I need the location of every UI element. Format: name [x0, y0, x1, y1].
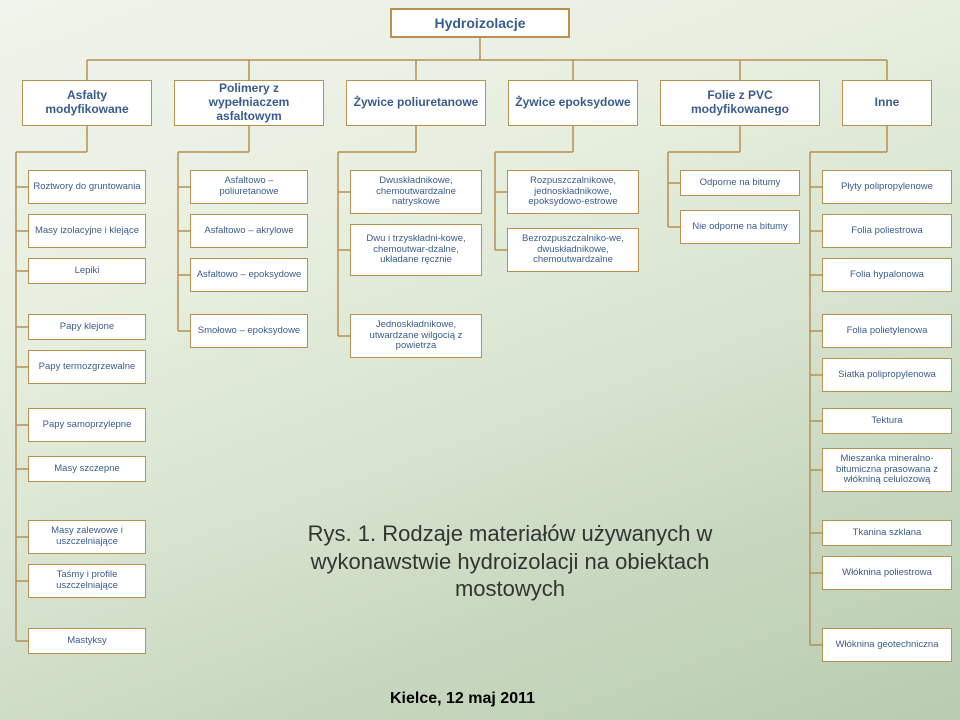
- root-node: Hydroizolacje: [390, 8, 570, 38]
- leaf-5-6: Mieszanka mineralno-bitumiczna prasowana…: [822, 448, 952, 492]
- leaf-5-0: Płyty polipropylenowe: [822, 170, 952, 204]
- leaf-3-0: Rozpuszczalnikowe, jednoskładnikowe, epo…: [507, 170, 639, 214]
- leaf-0-8: Taśmy i profile uszczelniające: [28, 564, 146, 598]
- leaf-1-2: Asfaltowo – epoksydowe: [190, 258, 308, 292]
- main-node-0: Asfalty modyfikowane: [22, 80, 152, 126]
- leaf-0-6: Masy szczepne: [28, 456, 146, 482]
- leaf-5-3: Folia polietylenowa: [822, 314, 952, 348]
- footer-text: Kielce, 12 maj 2011: [390, 690, 535, 708]
- leaf-5-2: Folia hypalonowa: [822, 258, 952, 292]
- leaf-0-4: Papy termozgrzewalne: [28, 350, 146, 384]
- main-node-3: Żywice epoksydowe: [508, 80, 638, 126]
- leaf-5-7: Tkanina szklana: [822, 520, 952, 546]
- leaf-3-1: Bezrozpuszczalniko-we, dwuskładnikowe, c…: [507, 228, 639, 272]
- leaf-5-4: Siatka polipropylenowa: [822, 358, 952, 392]
- leaf-2-2: Jednoskładnikowe, utwardzane wilgocią z …: [350, 314, 482, 358]
- leaf-1-1: Asfaltowo – akrylowe: [190, 214, 308, 248]
- leaf-0-1: Masy izolacyjne i klejące: [28, 214, 146, 248]
- figure-caption: Rys. 1. Rodzaje materiałów używanych w w…: [260, 520, 760, 603]
- leaf-0-7: Masy zalewowe i uszczelniające: [28, 520, 146, 554]
- leaf-0-2: Lepiki: [28, 258, 146, 284]
- main-node-2: Żywice poliuretanowe: [346, 80, 486, 126]
- leaf-5-5: Tektura: [822, 408, 952, 434]
- leaf-4-1: Nie odporne na bitumy: [680, 210, 800, 244]
- main-node-4: Folie z PVC modyfikowanego: [660, 80, 820, 126]
- main-node-1: Polimery z wypełniaczem asfaltowym: [174, 80, 324, 126]
- leaf-0-5: Papy samoprzylepne: [28, 408, 146, 442]
- leaf-1-3: Smołowo – epoksydowe: [190, 314, 308, 348]
- main-node-5: Inne: [842, 80, 932, 126]
- leaf-2-1: Dwu i trzyskładni-kowe, chemoutwar-dzaln…: [350, 224, 482, 276]
- leaf-0-0: Roztwory do gruntowania: [28, 170, 146, 204]
- leaf-4-0: Odporne na bitumy: [680, 170, 800, 196]
- leaf-5-1: Folia poliestrowa: [822, 214, 952, 248]
- leaf-0-9: Mastyksy: [28, 628, 146, 654]
- leaf-0-3: Papy klejone: [28, 314, 146, 340]
- leaf-2-0: Dwuskładnikowe, chemoutwardzalne natrysk…: [350, 170, 482, 214]
- leaf-1-0: Asfaltowo – poliuretanowe: [190, 170, 308, 204]
- leaf-5-8: Włóknina poliestrowa: [822, 556, 952, 590]
- leaf-5-9: Włóknina geotechniczna: [822, 628, 952, 662]
